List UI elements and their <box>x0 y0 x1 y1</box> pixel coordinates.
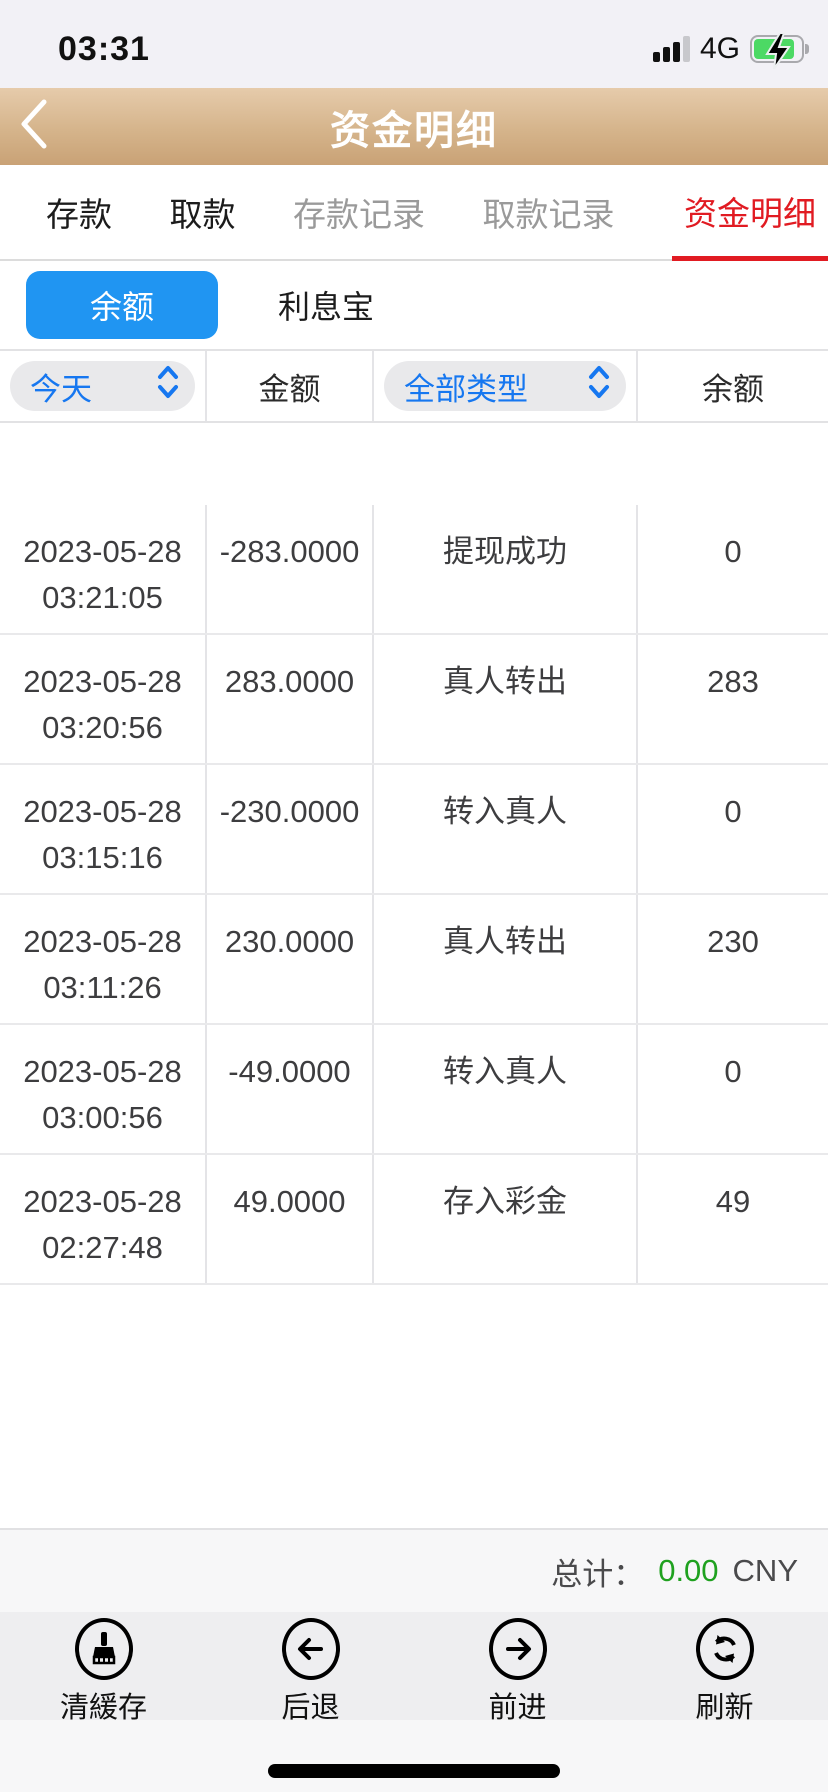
table-top-gap <box>0 423 828 505</box>
cell-balance: 0 <box>724 794 742 829</box>
date-filter-value: 今天 <box>30 371 92 407</box>
refresh-icon <box>695 1618 754 1680</box>
cell-balance: 0 <box>724 1054 742 1089</box>
sub-tab-bar: 余额 利息宝 <box>0 261 828 349</box>
cell-datetime: 2023-05-28 03:15:16 <box>0 765 207 893</box>
tab-withdraw-records[interactable]: 取款记录 <box>482 196 615 233</box>
tab-deposit-records[interactable]: 存款记录 <box>293 196 425 233</box>
status-icons: 4G <box>652 32 809 69</box>
table-row: 2023-05-28 03:21:05 -283.0000 提现成功 0 <box>0 505 828 635</box>
home-indicator[interactable] <box>268 1764 560 1778</box>
cell-type: 真人转出 <box>374 895 638 1023</box>
status-bar: 03:31 4G <box>0 0 828 88</box>
battery-charging-icon <box>750 33 809 69</box>
cell-type: 真人转出 <box>374 635 638 763</box>
table-row: 2023-05-28 02:27:48 49.0000 存入彩金 49 <box>0 1155 828 1285</box>
amount-column-header: 金额 <box>207 351 374 421</box>
page-header: 资金明细 <box>0 88 828 165</box>
refresh-button[interactable]: 刷新 <box>621 1618 828 1726</box>
cell-balance: 230 <box>707 924 759 959</box>
chevron-left-icon <box>18 98 48 155</box>
interest-tab[interactable]: 利息宝 <box>278 289 375 325</box>
total-bar: 总计： 0.00 CNY <box>0 1528 828 1612</box>
table-row: 2023-05-28 03:15:16 -230.0000 转入真人 0 <box>0 765 828 895</box>
cell-amount: 49.0000 <box>207 1155 374 1283</box>
total-label: 总计： <box>551 1556 645 1592</box>
cell-type: 存入彩金 <box>374 1155 638 1283</box>
refresh-label: 刷新 <box>695 1692 754 1724</box>
cell-amount: -283.0000 <box>207 505 374 633</box>
arrow-right-icon <box>488 1618 547 1680</box>
signal-strength-icon <box>652 36 690 62</box>
arrow-left-icon <box>281 1618 340 1680</box>
content-spacer <box>0 1285 828 1528</box>
cell-datetime: 2023-05-28 03:20:56 <box>0 635 207 763</box>
cell-balance: 283 <box>707 664 759 699</box>
back-button[interactable] <box>18 88 88 165</box>
cell-datetime: 2023-05-28 03:21:05 <box>0 505 207 633</box>
select-chevrons-icon <box>157 365 179 407</box>
bottom-toolbar: 清緩存 后退 前进 刷新 <box>0 1612 828 1724</box>
cell-balance: 0 <box>724 534 742 569</box>
table-row: 2023-05-28 03:11:26 230.0000 真人转出 230 <box>0 895 828 1025</box>
type-filter-select[interactable]: 全部类型 <box>384 361 626 411</box>
status-time: 03:31 <box>58 29 150 68</box>
home-indicator-area <box>0 1720 828 1792</box>
back-nav-label: 后退 <box>281 1692 340 1724</box>
forward-nav-button[interactable]: 前进 <box>414 1618 621 1726</box>
tab-fund-details[interactable]: 资金明细 <box>672 165 828 261</box>
cell-amount: 283.0000 <box>207 635 374 763</box>
tab-withdraw[interactable]: 取款 <box>169 196 236 233</box>
cell-datetime: 2023-05-28 03:11:26 <box>0 895 207 1023</box>
brush-icon <box>74 1618 133 1680</box>
cell-amount: -49.0000 <box>207 1025 374 1153</box>
page-title: 资金明细 <box>330 108 498 153</box>
cell-datetime: 2023-05-28 03:00:56 <box>0 1025 207 1153</box>
cell-balance: 49 <box>715 1184 751 1219</box>
table-row: 2023-05-28 03:00:56 -49.0000 转入真人 0 <box>0 1025 828 1155</box>
cell-type: 提现成功 <box>374 505 638 633</box>
network-type-label: 4G <box>699 32 740 65</box>
balance-tab-button[interactable]: 余额 <box>26 271 218 339</box>
forward-nav-label: 前进 <box>488 1692 547 1724</box>
date-filter-select[interactable]: 今天 <box>10 361 195 411</box>
type-filter-value: 全部类型 <box>404 371 528 407</box>
back-nav-button[interactable]: 后退 <box>207 1618 414 1726</box>
tab-deposit[interactable]: 存款 <box>46 196 112 233</box>
nav-tab-bar: 存款 取款 存款记录 取款记录 资金明细 <box>0 165 828 261</box>
balance-column-header: 余额 <box>702 371 764 407</box>
clear-cache-button[interactable]: 清緩存 <box>0 1618 207 1726</box>
table-row: 2023-05-28 03:20:56 283.0000 真人转出 283 <box>0 635 828 765</box>
cell-type: 转入真人 <box>374 1025 638 1153</box>
currency-label: CNY <box>732 1553 798 1588</box>
cell-amount: 230.0000 <box>207 895 374 1023</box>
total-value: 0.00 <box>658 1553 719 1588</box>
cell-datetime: 2023-05-28 02:27:48 <box>0 1155 207 1283</box>
select-chevrons-icon <box>588 365 610 407</box>
clear-cache-label: 清緩存 <box>59 1692 147 1724</box>
transactions-table: 2023-05-28 03:21:05 -283.0000 提现成功 0 2023… <box>0 505 828 1285</box>
table-filter-row: 今天 金额 全部类型 余额 <box>0 349 828 423</box>
cell-amount: -230.0000 <box>207 765 374 893</box>
cell-type: 转入真人 <box>374 765 638 893</box>
